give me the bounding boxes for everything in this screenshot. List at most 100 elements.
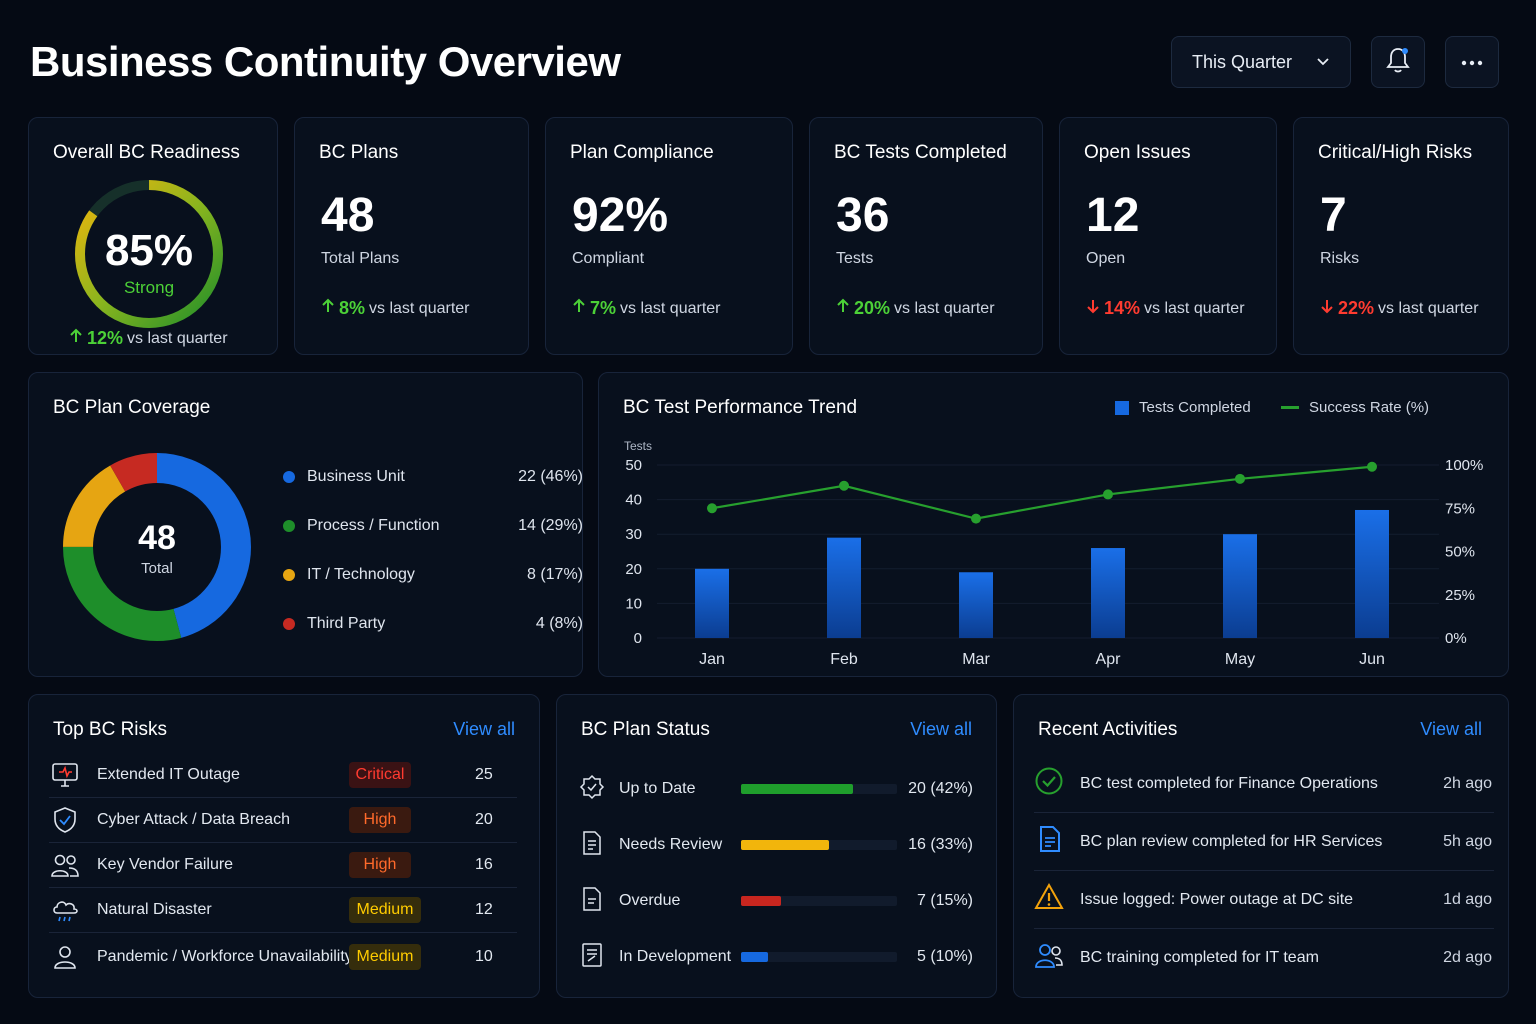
y-tick-label: 50 bbox=[625, 457, 642, 474]
risk-score: 16 bbox=[475, 856, 493, 873]
kpi-risks-card[interactable]: Critical/High Risks 7 Risks 22% vs last … bbox=[1293, 117, 1509, 355]
activities-view-all[interactable]: View all bbox=[1420, 719, 1482, 739]
activity-text: BC plan review completed for HR Services bbox=[1080, 832, 1383, 850]
risk-row[interactable]: Pandemic / Workforce Unavailability Medi… bbox=[49, 934, 517, 979]
y2-tick-label: 100% bbox=[1445, 457, 1483, 474]
activity-item[interactable]: BC plan review completed for HR Services… bbox=[1034, 813, 1494, 871]
status-row[interactable]: Needs Review 16 (33%) bbox=[579, 829, 979, 861]
top-risks-card: Top BC Risks View all Extended IT Outage… bbox=[28, 694, 540, 998]
arrow-up-icon bbox=[69, 328, 83, 349]
kpi-issues-card[interactable]: Open Issues 12 Open 14% vs last quarter bbox=[1059, 117, 1277, 355]
activity-item[interactable]: BC test completed for Finance Operations… bbox=[1034, 755, 1494, 813]
activity-text: BC test completed for Finance Operations bbox=[1080, 774, 1378, 792]
activity-item[interactable]: BC training completed for IT team 2d ago bbox=[1034, 929, 1494, 987]
legend-success: Success Rate (%) bbox=[1281, 399, 1429, 416]
risk-row[interactable]: Key Vendor Failure High 16 bbox=[49, 843, 517, 888]
donut-slice-1[interactable] bbox=[63, 453, 251, 641]
coverage-legend-label: Business Unit bbox=[307, 468, 405, 485]
arrow-down-icon bbox=[1086, 298, 1100, 319]
risk-score: 25 bbox=[475, 766, 493, 783]
y2-tick-label: 50% bbox=[1445, 544, 1475, 561]
success-rate-point-feb[interactable] bbox=[839, 480, 849, 491]
success-rate-point-may[interactable] bbox=[1235, 473, 1245, 484]
x-tick-label: Mar bbox=[962, 651, 990, 668]
risk-name: Key Vendor Failure bbox=[97, 856, 234, 873]
donut-slice-3[interactable] bbox=[63, 453, 251, 641]
arrow-up-icon bbox=[836, 298, 850, 319]
coverage-legend-value: 4 (8%) bbox=[535, 615, 583, 632]
success-rate-point-jun[interactable] bbox=[1367, 461, 1377, 472]
bar-apr[interactable] bbox=[1091, 548, 1125, 638]
legend-tests-label: Tests Completed bbox=[1139, 399, 1251, 416]
severity-badge: High bbox=[349, 807, 411, 833]
risk-row[interactable]: Extended IT Outage Critical 25 bbox=[49, 753, 517, 798]
readiness-gauge bbox=[75, 180, 223, 328]
y2-tick-label: 0% bbox=[1445, 630, 1467, 647]
status-row[interactable]: In Development 5 (10%) bbox=[579, 941, 979, 973]
page-title: Business Continuity Overview bbox=[30, 38, 621, 85]
status-label: In Development bbox=[619, 948, 732, 965]
y2-tick-label: 25% bbox=[1445, 587, 1475, 604]
trend-title: BC Test Performance Trend bbox=[623, 397, 858, 418]
kpi-plans-title: BC Plans bbox=[319, 142, 399, 163]
x-tick-label: Feb bbox=[830, 651, 858, 668]
kpi-tests-delta-text: vs last quarter bbox=[894, 299, 995, 317]
trend-card: BC Test Performance Trend Tests Complete… bbox=[598, 372, 1509, 677]
activity-time: 1d ago bbox=[1443, 890, 1492, 908]
status-fill bbox=[741, 840, 830, 850]
top-risks-view-all[interactable]: View all bbox=[453, 719, 515, 739]
activity-item[interactable]: Issue logged: Power outage at DC site 1d… bbox=[1034, 871, 1494, 929]
success-rate-point-mar[interactable] bbox=[971, 513, 981, 524]
top-risks-title: Top BC Risks bbox=[53, 719, 168, 740]
x-tick-label: Jan bbox=[699, 651, 725, 668]
x-tick-label: May bbox=[1225, 651, 1255, 668]
legend-success-label: Success Rate (%) bbox=[1309, 399, 1430, 416]
risk-row[interactable]: Natural Disaster Medium 12 bbox=[49, 888, 517, 933]
chevron-down-icon bbox=[1316, 52, 1330, 73]
kpi-readiness-card[interactable]: Overall BC Readiness 85% Strong 12% vs l… bbox=[28, 117, 278, 355]
success-rate-point-apr[interactable] bbox=[1103, 489, 1113, 500]
legend-swatch-bar bbox=[1115, 400, 1129, 415]
risk-row[interactable]: Cyber Attack / Data Breach High 20 bbox=[49, 798, 517, 843]
status-value: 7 (15%) bbox=[916, 892, 973, 909]
risk-score: 10 bbox=[475, 947, 493, 965]
coverage-legend-label: Third Party bbox=[307, 615, 386, 632]
period-dropdown[interactable]: This Quarter bbox=[1171, 36, 1351, 88]
status-row[interactable]: Overdue 7 (15%) bbox=[579, 885, 979, 917]
bar-jan[interactable] bbox=[695, 568, 729, 638]
status-value: 20 (42%) bbox=[908, 780, 973, 797]
kpi-compliance-card[interactable]: Plan Compliance 92% Compliant 7% vs last… bbox=[545, 117, 793, 355]
severity-badge: Medium bbox=[349, 897, 421, 923]
plan-status-card: BC Plan Status View all Up to Date 20 (4… bbox=[556, 694, 997, 998]
coverage-donut bbox=[63, 453, 251, 641]
more-options-button[interactable] bbox=[1445, 36, 1499, 88]
status-track bbox=[741, 784, 897, 794]
kpi-tests-card[interactable]: BC Tests Completed 36 Tests 20% vs last … bbox=[809, 117, 1043, 355]
user-icon bbox=[49, 941, 81, 973]
coverage-legend-item: Business Unit 22 (46%) bbox=[283, 465, 583, 489]
kpi-risks-delta: 22% vs last quarter bbox=[1320, 298, 1479, 319]
status-row[interactable]: Up to Date 20 (42%) bbox=[579, 773, 979, 805]
kpi-plans-card[interactable]: BC Plans 48 Total Plans 8% vs last quart… bbox=[294, 117, 529, 355]
success-rate-point-jan[interactable] bbox=[707, 503, 717, 514]
y-tick-label: 0 bbox=[634, 630, 642, 647]
coverage-legend-label: IT / Technology bbox=[307, 566, 415, 583]
activity-time: 2d ago bbox=[1443, 949, 1492, 966]
status-track bbox=[741, 896, 897, 906]
coverage-legend-value: 8 (17%) bbox=[526, 566, 583, 583]
bar-jun[interactable] bbox=[1355, 509, 1389, 638]
x-tick-label: Jun bbox=[1359, 651, 1385, 668]
status-value: 16 (33%) bbox=[908, 836, 973, 853]
status-value: 5 (10%) bbox=[916, 948, 973, 965]
coverage-legend-label: Process / Function bbox=[307, 517, 440, 534]
bar-feb[interactable] bbox=[827, 537, 861, 638]
notifications-button[interactable] bbox=[1371, 36, 1425, 88]
plan-status-view-all[interactable]: View all bbox=[910, 719, 972, 739]
bar-may[interactable] bbox=[1223, 534, 1257, 638]
bar-mar[interactable] bbox=[959, 572, 993, 638]
plan-status-title: BC Plan Status bbox=[581, 719, 710, 740]
risk-score: 12 bbox=[475, 901, 493, 918]
kpi-risks-delta-value: 22% bbox=[1338, 298, 1375, 318]
legend-dot bbox=[283, 520, 295, 532]
readiness-delta-value: 12% bbox=[87, 328, 124, 348]
